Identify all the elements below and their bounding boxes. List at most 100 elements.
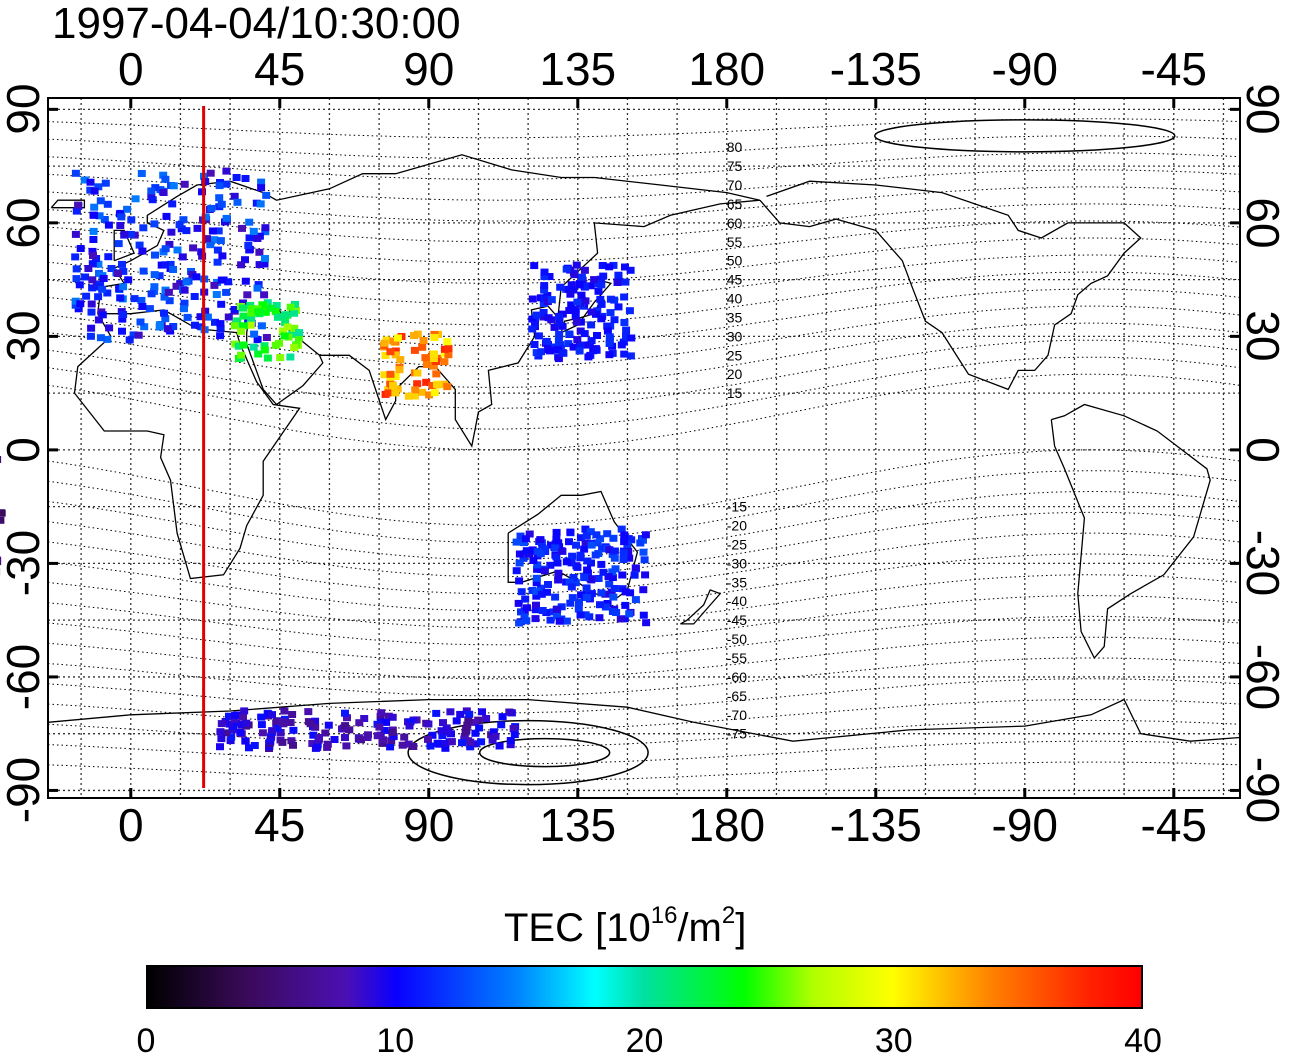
contour-label: 35 <box>727 309 743 325</box>
tec-point <box>587 321 595 328</box>
tec-point <box>593 347 601 354</box>
tec-point <box>580 546 588 553</box>
tec-point <box>241 737 249 744</box>
tec-point <box>445 345 453 352</box>
tec-point <box>568 583 576 590</box>
tec-point <box>87 333 95 340</box>
tec-point <box>424 736 432 743</box>
tec-point <box>248 305 256 312</box>
tec-point <box>573 299 581 306</box>
tec-point <box>583 567 591 574</box>
tec-point <box>607 296 615 303</box>
tec-point <box>281 311 289 318</box>
tec-point <box>581 330 589 337</box>
tec-point <box>118 328 126 335</box>
tec-point <box>456 711 464 718</box>
colorbar-tick: 20 <box>626 1022 664 1060</box>
tec-point <box>554 577 562 584</box>
tec-point <box>119 283 127 290</box>
tec-point <box>181 181 189 188</box>
tec-point <box>572 542 580 549</box>
tec-point <box>617 615 625 622</box>
tec-point <box>72 231 80 238</box>
tec-point <box>90 228 98 235</box>
colorbar-tick: 40 <box>1124 1022 1162 1060</box>
tec-point <box>242 720 250 727</box>
tec-point <box>588 309 596 316</box>
tec-point <box>432 370 440 377</box>
tec-point <box>554 560 562 567</box>
tec-point <box>399 742 407 749</box>
tec-point <box>289 727 297 734</box>
tec-point <box>170 182 178 189</box>
tec-point <box>138 170 146 177</box>
colorbar-label: TEC [1016/m2] <box>504 905 746 951</box>
tec-point <box>529 557 537 564</box>
tec-point <box>91 188 99 195</box>
tec-point <box>114 270 122 277</box>
tec-point <box>621 602 629 609</box>
tec-point <box>544 581 552 588</box>
tec-point <box>580 574 588 581</box>
tec-point <box>431 389 439 396</box>
tec-point <box>430 350 438 357</box>
tec-point <box>323 744 331 751</box>
tec-point <box>618 572 626 579</box>
tec-point <box>233 174 241 181</box>
tec-point <box>160 189 168 196</box>
tec-point <box>612 609 620 616</box>
contour-label: -55 <box>727 650 747 666</box>
left-lat-tick: 30 <box>0 276 46 396</box>
tec-point <box>465 711 473 718</box>
tec-point <box>537 550 545 557</box>
left-lat-tick: -90 <box>0 730 46 850</box>
tec-point <box>254 285 262 292</box>
tec-point <box>492 733 500 740</box>
tec-point <box>72 170 80 177</box>
tec-point <box>413 370 421 377</box>
tec-point <box>478 708 486 715</box>
tec-point <box>496 743 504 750</box>
tec-point <box>556 618 564 625</box>
tec-point <box>543 338 551 345</box>
tec-point <box>431 334 439 341</box>
tec-point <box>240 342 248 349</box>
top-lon-tick: 90 <box>403 44 454 94</box>
contour-line <box>48 637 1240 679</box>
tec-point <box>535 332 543 339</box>
tec-point <box>162 245 170 252</box>
tec-point <box>555 313 563 320</box>
bottom-lon-tick: 45 <box>254 800 305 850</box>
tec-point <box>411 347 419 354</box>
tec-point <box>375 724 383 731</box>
tec-point <box>342 742 350 749</box>
bottom-lon-tick: 90 <box>403 800 454 850</box>
tec-point <box>216 320 224 327</box>
tec-point <box>555 320 563 327</box>
tec-point <box>244 242 252 249</box>
tec-point <box>138 303 146 310</box>
tec-point <box>147 188 155 195</box>
tec-point <box>584 353 592 360</box>
tec-point <box>254 308 262 315</box>
tec-point <box>620 351 628 358</box>
tec-point <box>218 720 226 727</box>
tec-point <box>82 293 90 300</box>
tec-point <box>625 610 633 617</box>
tec-point <box>597 561 605 568</box>
tec-point <box>475 724 483 731</box>
contour-label: -35 <box>727 574 747 590</box>
tec-point <box>622 588 630 595</box>
tec-point <box>151 271 159 278</box>
top-lon-tick: -45 <box>1141 44 1207 94</box>
right-lat-tick: 60 <box>1240 163 1286 283</box>
tec-point <box>551 594 559 601</box>
tec-point <box>194 225 202 232</box>
tec-point <box>167 229 175 236</box>
tec-point <box>522 617 530 624</box>
tec-point <box>443 338 451 345</box>
tec-point <box>592 531 600 538</box>
tec-point <box>238 225 246 232</box>
tec-point <box>573 319 581 326</box>
tec-point <box>528 326 536 333</box>
